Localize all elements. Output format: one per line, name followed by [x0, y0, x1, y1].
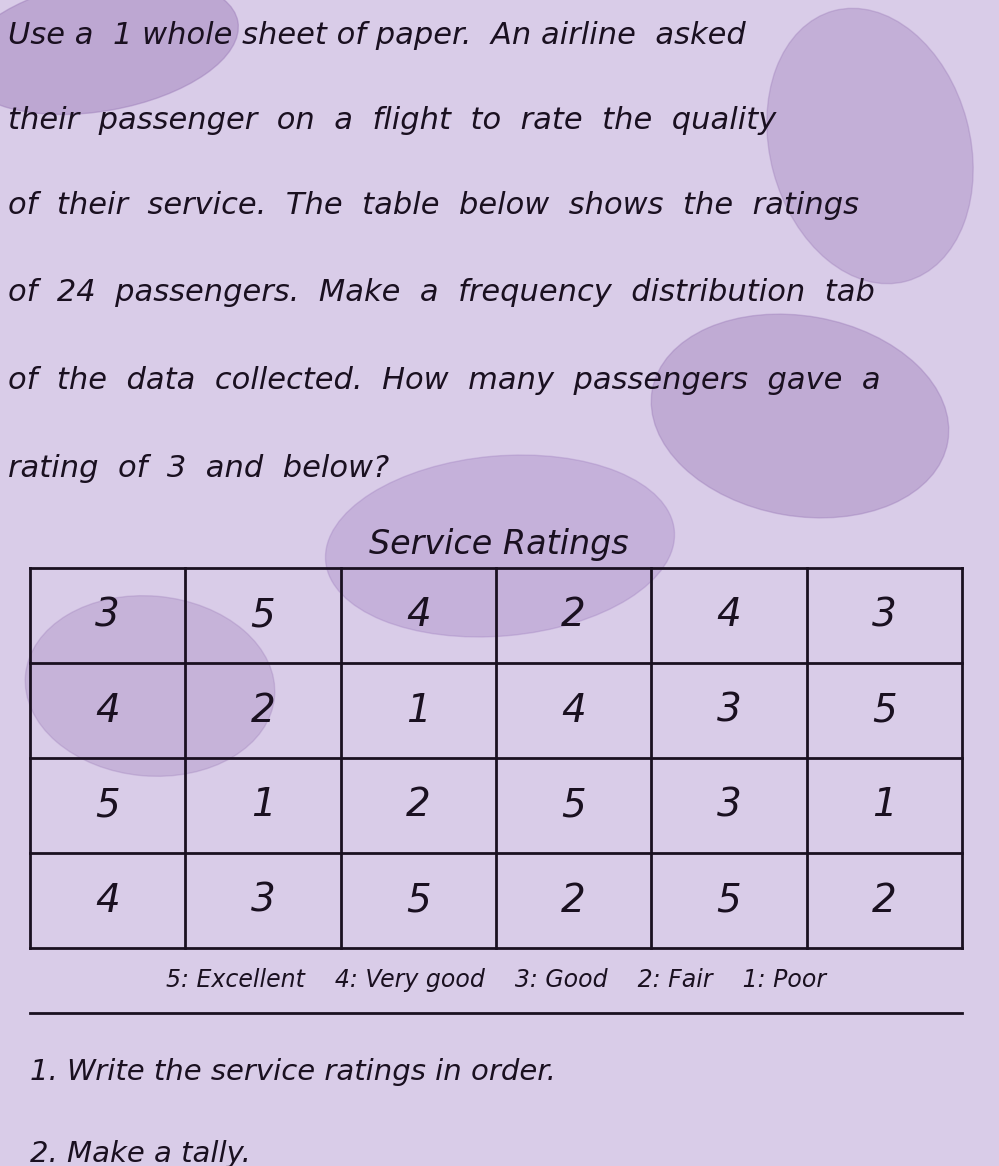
- Text: 2: 2: [251, 691, 276, 730]
- Ellipse shape: [0, 0, 239, 114]
- Text: 3: 3: [872, 597, 897, 634]
- Text: their  passenger  on  a  flight  to  rate  the  quality: their passenger on a flight to rate the …: [8, 106, 776, 135]
- Text: of  their  service.  The  table  below  shows  the  ratings: of their service. The table below shows …: [8, 191, 859, 220]
- Text: Use a  1 whole sheet of paper.  An airline  asked: Use a 1 whole sheet of paper. An airline…: [8, 21, 745, 50]
- Text: 1: 1: [406, 691, 431, 730]
- Text: 5: 5: [95, 787, 120, 824]
- Text: 5: 5: [251, 597, 276, 634]
- Text: 2: 2: [561, 597, 586, 634]
- Ellipse shape: [25, 596, 275, 777]
- Text: 5: 5: [561, 787, 586, 824]
- Text: of  the  data  collected.  How  many  passengers  gave  a: of the data collected. How many passenge…: [8, 366, 881, 395]
- Text: 4: 4: [561, 691, 586, 730]
- Text: 3: 3: [716, 787, 741, 824]
- Text: 3: 3: [95, 597, 120, 634]
- Text: 1. Write the service ratings in order.: 1. Write the service ratings in order.: [30, 1058, 555, 1086]
- Text: 5: Excellent    4: Very good    3: Good    2: Fair    1: Poor: 5: Excellent 4: Very good 3: Good 2: Fai…: [166, 969, 826, 992]
- Text: 3: 3: [251, 881, 276, 920]
- Ellipse shape: [651, 314, 949, 518]
- Text: 4: 4: [95, 881, 120, 920]
- Text: Service Ratings: Service Ratings: [370, 528, 628, 561]
- Text: 4: 4: [716, 597, 741, 634]
- Text: 4: 4: [406, 597, 431, 634]
- Text: 2: 2: [406, 787, 431, 824]
- Text: 3: 3: [716, 691, 741, 730]
- Text: 2: 2: [872, 881, 897, 920]
- Ellipse shape: [767, 8, 973, 283]
- Text: rating  of  3  and  below?: rating of 3 and below?: [8, 454, 390, 483]
- Text: 1: 1: [251, 787, 276, 824]
- Text: 5: 5: [716, 881, 741, 920]
- Ellipse shape: [326, 455, 674, 637]
- Text: of  24  passengers.  Make  a  frequency  distribution  tab: of 24 passengers. Make a frequency distr…: [8, 278, 875, 307]
- Text: 4: 4: [95, 691, 120, 730]
- Text: 2: 2: [561, 881, 586, 920]
- Text: 5: 5: [406, 881, 431, 920]
- Text: 1: 1: [872, 787, 897, 824]
- Text: 5: 5: [872, 691, 897, 730]
- Text: 2. Make a tally.: 2. Make a tally.: [30, 1140, 251, 1166]
